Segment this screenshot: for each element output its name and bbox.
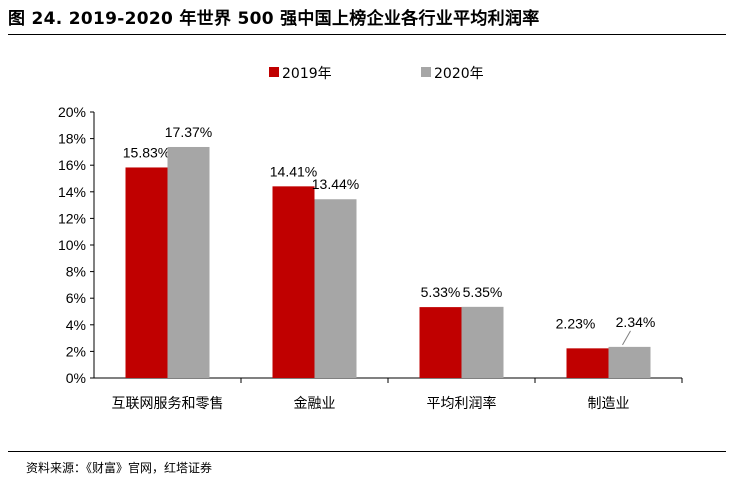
bar-2020 bbox=[314, 199, 357, 378]
y-tick-label: 2% bbox=[66, 343, 86, 359]
x-category-label: 制造业 bbox=[588, 396, 630, 412]
data-label: 5.35% bbox=[463, 284, 503, 300]
legend-label: 2019年 bbox=[282, 66, 332, 82]
data-label: 13.44% bbox=[312, 176, 359, 192]
legend-swatch bbox=[421, 67, 431, 77]
data-label: 2.34% bbox=[616, 314, 656, 330]
data-label: 5.33% bbox=[421, 284, 461, 300]
bar-2019 bbox=[566, 348, 609, 378]
y-tick-label: 12% bbox=[58, 210, 86, 226]
bar-2019 bbox=[125, 167, 168, 378]
y-tick-label: 18% bbox=[58, 131, 86, 147]
source-note: 资料来源：《财富》官网，红塔证券 bbox=[26, 461, 213, 475]
x-category-label: 平均利润率 bbox=[427, 395, 497, 412]
x-category-label: 金融业 bbox=[294, 396, 336, 412]
data-label: 17.37% bbox=[165, 124, 212, 140]
y-tick-label: 4% bbox=[66, 317, 86, 333]
data-label: 15.83% bbox=[123, 144, 170, 160]
bar-2019 bbox=[272, 186, 315, 378]
leader-line bbox=[622, 330, 631, 346]
bar-2019 bbox=[419, 307, 462, 378]
legend-swatch bbox=[269, 67, 279, 77]
bar-2020 bbox=[608, 346, 651, 378]
x-category-label: 互联网服务和零售 bbox=[112, 396, 224, 412]
y-tick-label: 14% bbox=[58, 184, 86, 200]
footer-divider bbox=[8, 451, 726, 452]
title-divider bbox=[8, 34, 726, 35]
y-tick-label: 0% bbox=[66, 370, 86, 386]
data-label: 14.41% bbox=[270, 163, 317, 179]
y-tick-label: 20% bbox=[58, 104, 86, 120]
chart-title: 图 24. 2019-2020 年世界 500 强中国上榜企业各行业平均利润率 bbox=[8, 9, 540, 29]
y-tick-label: 10% bbox=[58, 237, 86, 253]
bar-2020 bbox=[461, 306, 504, 378]
y-tick-label: 6% bbox=[66, 290, 86, 306]
data-label: 2.23% bbox=[556, 315, 596, 331]
bar-2020 bbox=[167, 146, 210, 378]
y-tick-label: 16% bbox=[58, 157, 86, 173]
y-tick-label: 8% bbox=[66, 264, 86, 280]
legend-label: 2020年 bbox=[434, 66, 484, 82]
